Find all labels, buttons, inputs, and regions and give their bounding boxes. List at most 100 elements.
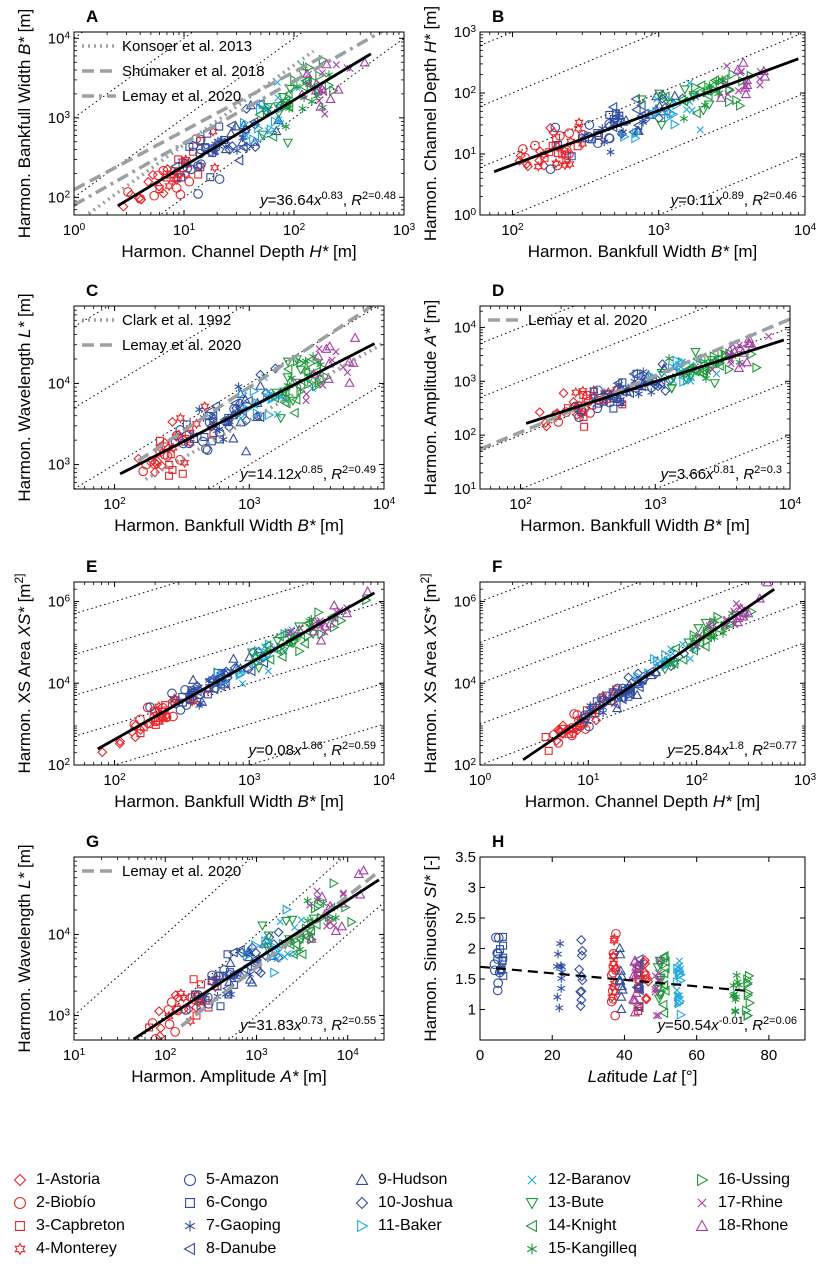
reference-line-A-1 (74, 52, 328, 192)
point-C-5-Amazon (202, 445, 213, 455)
point-B-13-Bute (704, 100, 715, 110)
point-D-8-Danube (633, 371, 643, 382)
point-C-18-Rhone (348, 357, 359, 367)
point-H-3-Capbreton (633, 971, 642, 979)
point-G-18-Rhone (306, 933, 317, 943)
reference-line-C-0 (144, 341, 384, 481)
point-C-16-Ussing (306, 357, 317, 369)
point-H-18-Rhone (629, 1006, 641, 1017)
point-H-9-Hudson (616, 980, 628, 991)
point-B-2-Biobío (530, 140, 540, 151)
point-H-10-Joshua (574, 964, 585, 975)
point-E-18-Rhone (315, 635, 327, 645)
point-G-16-Ussing (329, 878, 340, 889)
point-B-14-Knight (660, 91, 670, 102)
x-tick-label-G: 101 (63, 1047, 86, 1065)
point-A-3-Capbreton (155, 185, 164, 193)
point-C-12-Baranov (264, 388, 272, 396)
point-G-6-Congo (224, 990, 233, 999)
point-B-13-Bute (679, 85, 691, 95)
point-C-18-Rhone (313, 350, 324, 361)
point-D-10-Joshua (657, 359, 668, 370)
point-G-4-Monterey (192, 990, 202, 1002)
point-A-16-Ussing (315, 70, 325, 81)
legend-marker-square-icon (185, 1198, 195, 1208)
ref-legend-label-C: Lemay et al. 2020 (122, 337, 241, 354)
point-B-3-Capbreton (562, 156, 571, 165)
point-E-10-Joshua (192, 680, 203, 692)
point-H-12-Baranov (675, 992, 683, 1000)
x-tick-label-G: 104 (337, 1047, 360, 1065)
fit-equation-E: y=0.08x1.86, R2=0.59 (247, 740, 376, 759)
point-A-2-Biobío (149, 190, 160, 201)
point-A-9-Hudson (230, 121, 242, 131)
legend-marker-tri-right-icon (697, 1173, 709, 1187)
point-E-11-Baker (236, 667, 247, 679)
point-G-17-Rhine (313, 887, 321, 895)
point-D-4-Monterey (571, 387, 581, 398)
point-A-11-Baker (249, 134, 259, 145)
point-B-5-Amazon (604, 133, 614, 143)
point-G-13-Bute (287, 915, 298, 926)
point-B-18-Rhone (715, 92, 727, 102)
point-A-17-Rhine (321, 110, 329, 118)
point-A-5-Amazon (186, 164, 196, 175)
legend-marker (13, 1196, 27, 1210)
point-H-5-Amazon (491, 932, 501, 943)
point-A-4-Monterey (170, 173, 180, 185)
y-axis-label-H: Harmon. Sinuosity SI* [-] (421, 855, 440, 1041)
guide-line-F-3 (480, 582, 642, 643)
point-G-6-Congo (223, 950, 232, 959)
fit-equation-D: y=3.66x0.81, R2=0.3 (660, 464, 782, 483)
legend-marker (525, 1219, 537, 1233)
point-D-18-Rhone (741, 356, 753, 367)
point-F-9-Hudson (631, 689, 643, 699)
point-F-16-Ussing (713, 611, 723, 623)
point-B-4-Monterey (565, 135, 576, 147)
point-D-16-Ussing (747, 348, 757, 360)
x-axis-label-D: Harmon. Bankfull Width B* [m] (520, 516, 750, 535)
legend-item: 13-Bute (522, 1193, 604, 1213)
point-D-2-Biobío (553, 417, 564, 427)
point-E-13-Bute (246, 648, 258, 658)
point-C-3-Capbreton (178, 469, 187, 478)
legend-item: 6-Congo (180, 1193, 267, 1213)
point-E-14-Knight (299, 638, 309, 649)
point-B-1-Astoria (545, 122, 556, 134)
point-G-11-Baker (242, 950, 253, 961)
point-H-16-Ussing (743, 979, 753, 990)
panel-letter-G: G (86, 832, 99, 851)
point-E-1-Astoria (97, 747, 108, 758)
legend-marker (14, 1242, 26, 1256)
point-E-3-Capbreton (151, 720, 160, 729)
y-tick-label-D: 101 (454, 481, 477, 499)
point-F-9-Hudson (611, 702, 623, 713)
point-H-9-Hudson (616, 991, 627, 1001)
x-axis-label-G: Harmon. Amplitude A* [m] (131, 1067, 327, 1086)
y-tick-label-C: 104 (48, 375, 71, 393)
point-H-4-Monterey (609, 933, 620, 944)
axes-box-B (479, 31, 806, 216)
y-tick-label-H: 1 (468, 1002, 476, 1019)
ref-legend-label-G: Lemay et al. 2020 (122, 863, 241, 880)
panel-B: 102 103 104 100 101 102 103 Harmon. Bankfull Wi… (421, 6, 817, 261)
legend-item: 10-Joshua (352, 1193, 453, 1213)
point-B-18-Rhone (738, 57, 749, 67)
point-F-1-Astoria (557, 720, 569, 731)
ref-legend-label-D: Lemay et al. 2020 (528, 312, 647, 329)
point-D-10-Joshua (652, 381, 664, 392)
point-F-14-Knight (694, 638, 705, 649)
point-B-16-Ussing (725, 96, 735, 108)
point-C-10-Joshua (235, 398, 246, 409)
point-D-6-Congo (589, 387, 598, 396)
point-G-11-Baker (270, 941, 280, 953)
point-H-14-Knight (657, 999, 668, 1010)
point-B-14-Knight (695, 80, 706, 91)
legend-marker-tri-left-icon (525, 1219, 537, 1233)
point-H-8-Danube (634, 984, 644, 996)
point-H-17-Rhine (651, 972, 659, 980)
point-G-13-Bute (280, 916, 292, 927)
point-G-1-Astoria (155, 1023, 166, 1034)
legend-label: 13-Bute (548, 1194, 605, 1211)
point-H-15-Kangilleq (729, 981, 738, 990)
